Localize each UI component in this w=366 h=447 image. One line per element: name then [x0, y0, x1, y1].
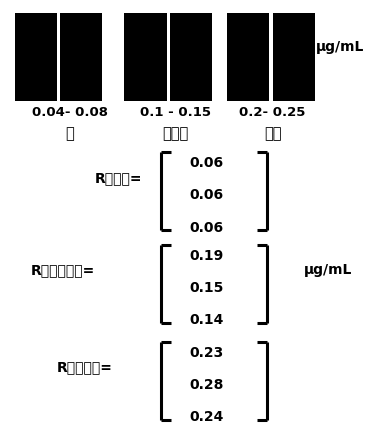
Text: 0.23: 0.23 — [190, 346, 224, 360]
Text: 0.14: 0.14 — [190, 313, 224, 327]
Bar — [227, 13, 269, 101]
Text: 0.19: 0.19 — [190, 249, 224, 263]
Text: 腌菜: 腌菜 — [264, 126, 281, 141]
Bar — [273, 13, 315, 101]
Text: 0.06: 0.06 — [190, 188, 224, 202]
Text: μg/mL: μg/mL — [303, 263, 352, 278]
Text: 0.04- 0.08: 0.04- 0.08 — [31, 106, 108, 119]
Text: 0.15: 0.15 — [190, 281, 224, 295]
Text: R（水）=: R（水）= — [95, 171, 143, 185]
Text: 0.06: 0.06 — [190, 156, 224, 170]
Text: 0.28: 0.28 — [190, 378, 224, 392]
Text: 0.1 - 0.15: 0.1 - 0.15 — [140, 106, 211, 119]
Text: 0.06: 0.06 — [190, 220, 224, 235]
Text: 0.24: 0.24 — [190, 410, 224, 425]
Text: R（腌菜）=: R（腌菜）= — [57, 360, 113, 375]
Bar — [60, 13, 102, 101]
Text: 0.2- 0.25: 0.2- 0.25 — [239, 106, 306, 119]
Text: 火腿肠: 火腿肠 — [163, 126, 189, 141]
Text: μg/mL: μg/mL — [316, 40, 365, 54]
Bar — [124, 13, 167, 101]
Bar — [170, 13, 212, 101]
Text: R（火腿肠）=: R（火腿肠）= — [31, 263, 96, 278]
Bar — [15, 13, 57, 101]
Text: 水: 水 — [65, 126, 74, 141]
